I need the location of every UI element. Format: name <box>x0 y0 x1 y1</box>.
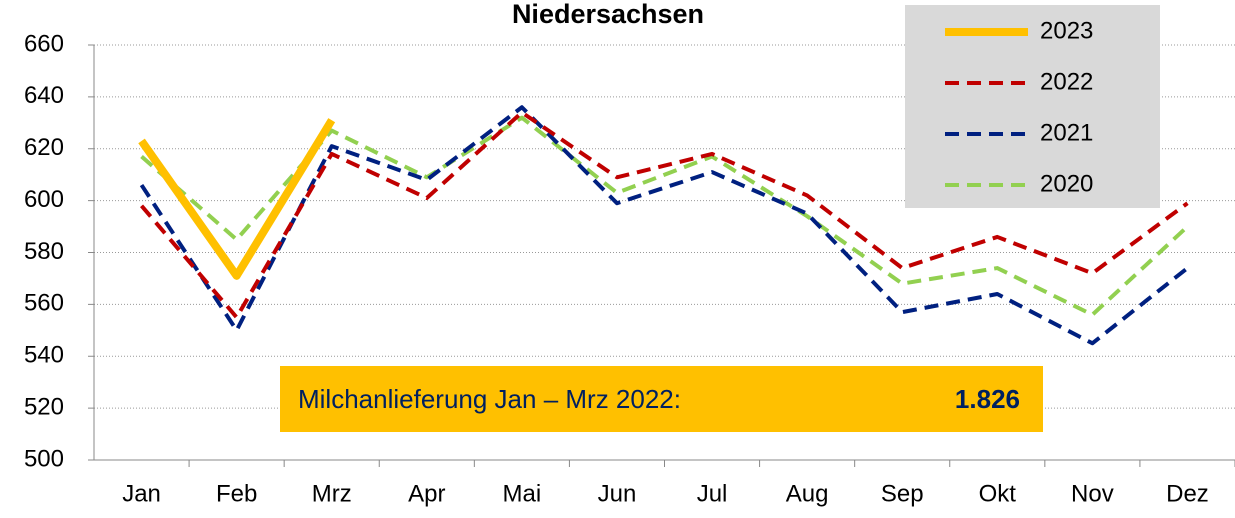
annotation-box <box>280 366 1043 432</box>
y-tick-label: 600 <box>24 186 64 213</box>
y-tick-label: 640 <box>24 82 64 109</box>
series-line <box>140 110 1189 320</box>
x-tick-label: Jun <box>598 480 637 507</box>
legend-box <box>905 5 1160 208</box>
y-tick-label: 500 <box>24 445 64 472</box>
legend-label: 2023 <box>1040 17 1093 44</box>
legend-label: 2021 <box>1040 119 1093 146</box>
x-tick-label: Mrz <box>312 480 352 507</box>
y-tick-label: 620 <box>24 134 64 161</box>
x-tick-label: Mai <box>503 480 542 507</box>
x-tick-label: Jul <box>697 480 728 507</box>
y-tick-label: 580 <box>24 238 64 265</box>
x-tick-label: Jan <box>122 480 161 507</box>
y-tick-label: 660 <box>24 30 64 57</box>
y-tick-label: 560 <box>24 290 64 317</box>
x-tick-label: Sep <box>881 480 924 507</box>
x-tick-label: Apr <box>408 480 445 507</box>
x-tick-label: Nov <box>1071 480 1114 507</box>
y-tick-label: 540 <box>24 342 64 369</box>
x-tick-label: Dez <box>1166 480 1209 507</box>
x-tick-label: Aug <box>786 480 829 507</box>
series-line <box>139 105 1189 346</box>
annotation-label: Milchanlieferung Jan – Mrz 2022: <box>298 384 681 414</box>
y-tick-label: 520 <box>24 393 64 420</box>
series-line <box>138 118 336 280</box>
annotation-value: 1.826 <box>955 384 1020 414</box>
x-tick-label: Feb <box>216 480 257 507</box>
legend-label: 2020 <box>1040 170 1093 197</box>
x-tick-label: Okt <box>979 480 1017 507</box>
chart-title: Niedersachsen <box>512 0 704 29</box>
legend-label: 2022 <box>1040 68 1093 95</box>
